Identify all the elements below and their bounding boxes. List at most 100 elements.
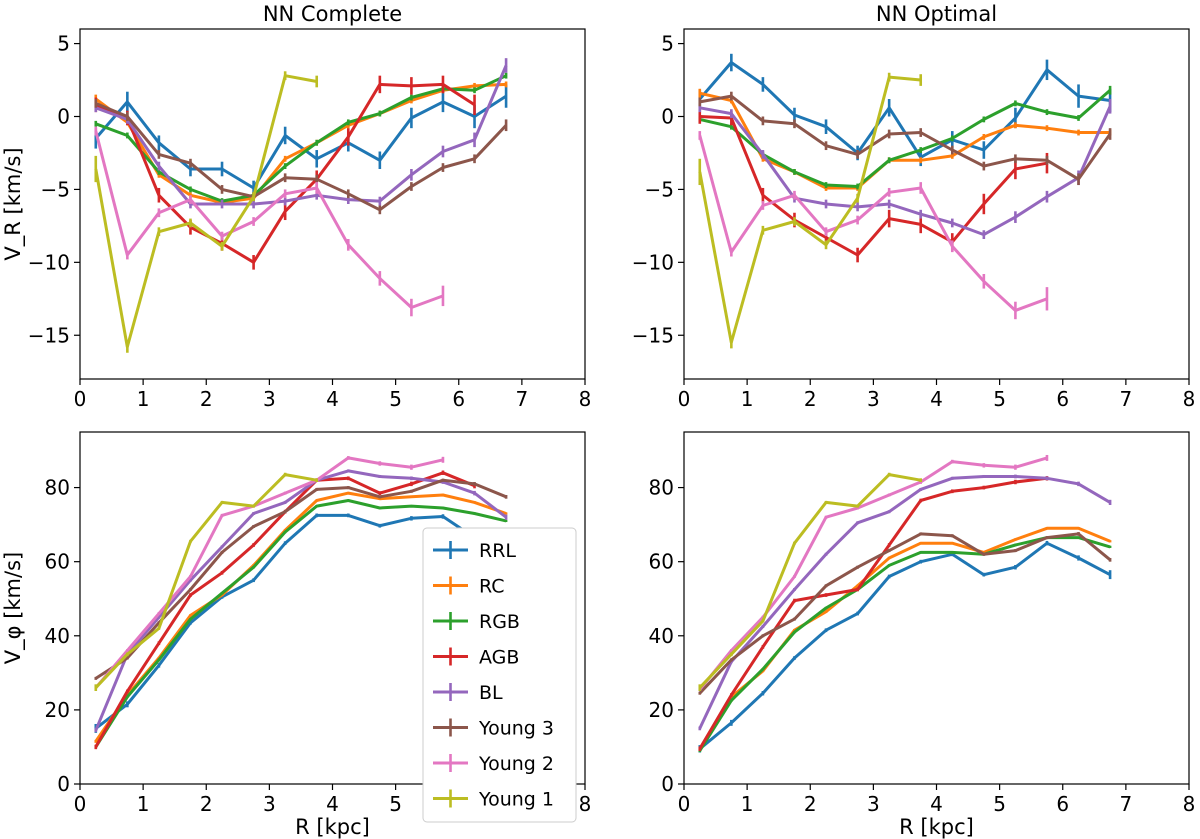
y-tick-label: 0 [57,772,70,796]
x-tick-label: 1 [137,387,150,411]
series-line [698,135,1048,312]
legend-item: Young 1 [433,789,554,811]
legend-label: AGB [479,647,519,669]
x-tick-label: 0 [678,792,691,816]
x-tick-label: 7 [516,387,529,411]
x-tick-label: 6 [452,387,465,411]
y-tick-label: 40 [649,624,674,648]
legend-item: Young 3 [433,718,554,740]
y-tick-label: 0 [661,772,674,796]
x-tick-label: 4 [326,387,339,411]
x-tick-label: 2 [804,387,817,411]
series-line [95,64,508,206]
series-young-3 [698,532,1112,695]
y-tick-label: −10 [28,250,70,274]
legend-label: Young 2 [478,753,554,775]
series-group [94,456,508,750]
x-tick-label: 2 [804,792,817,816]
x-tick-label: 5 [389,387,402,411]
y-tick-label: 60 [649,550,674,574]
y-tick-label: −15 [632,323,674,347]
y-tick-label: 20 [45,698,70,722]
series-line [94,513,507,730]
legend: RRL RC RGB AGB BL Young 3 Young 2 Young 1 [422,527,577,823]
y-tick-label: 80 [45,476,70,500]
x-tick-label: 3 [263,792,276,816]
x-axis-label: R [kpc] [295,815,370,839]
x-tick-label: 8 [1183,792,1196,816]
x-tick-label: 6 [1056,792,1069,816]
y-axis-label: V_R [km/s] [1,147,26,260]
legend-item: RRL [433,540,516,562]
series-rc [698,88,1112,191]
series-rgb [698,85,1112,190]
series-line [699,105,1112,237]
series-line [699,89,1112,188]
series-young-1 [94,472,319,691]
series-line [94,499,507,748]
series-line [698,75,921,344]
series-agb [94,75,476,270]
series-bl [698,474,1112,731]
y-tick-label: 0 [57,105,70,129]
x-tick-label: 4 [930,387,943,411]
series-line [698,473,921,689]
legend-item: Young 2 [433,753,554,775]
y-tick-label: −10 [632,250,674,274]
x-tick-label: 2 [200,387,213,411]
series-line [95,102,508,212]
series-line [94,456,444,689]
x-tick-label: 0 [74,792,87,816]
series-line [94,471,476,748]
x-tick-label: 3 [867,792,880,816]
x-tick-label: 7 [1120,387,1133,411]
y-tick-label: −5 [41,177,70,201]
y-tick-label: 5 [57,32,70,56]
axes-frame [79,28,586,380]
panel-vr-complete: 0 1 2 3 4 5 6 7 8 5 0 −5 −10 −15 NN Complete V_R [km/s] [1,2,591,411]
y-tick-label: 40 [45,624,70,648]
legend-item: RC [433,576,505,598]
y-tick-label: 80 [649,476,674,500]
series-young-1 [698,472,923,691]
x-tick-label: 0 [74,387,87,411]
series-line [95,82,476,264]
series-group [94,58,508,353]
series-line [698,475,1111,730]
y-tick-label: 20 [649,698,674,722]
legend-item: RGB [433,611,520,633]
series-line [698,476,1048,750]
y-tick-label: 0 [661,105,674,129]
panel-vr-optimal: 0 1 2 3 4 5 6 7 8 5 0 −5 −10 −15 NN Optimal [632,2,1196,411]
series-line [698,61,1111,159]
series-young-2 [698,131,1049,320]
x-tick-label: 4 [930,792,943,816]
y-tick-label: 60 [45,550,70,574]
series-rgb [94,72,508,204]
x-tick-label: 4 [326,792,339,816]
series-young-1 [94,71,319,353]
x-tick-label: 3 [867,387,880,411]
series-line [95,74,507,203]
x-tick-label: 0 [678,387,691,411]
legend-item: AGB [433,647,519,669]
series-bl [698,99,1112,239]
series-line [94,74,317,349]
series-rc [94,81,508,206]
legend-label: RC [479,576,505,598]
x-tick-label: 5 [993,387,1006,411]
legend-label: RRL [479,540,516,562]
y-axis-label: V_φ [km/s] [1,552,26,664]
series-young-2 [94,126,445,317]
legend-label: Young 3 [478,718,554,740]
series-line [699,91,1111,190]
x-tick-label: 5 [389,792,402,816]
x-axis-label: R [kpc] [899,815,974,839]
panel-title: NN Complete [263,2,402,26]
series-young-1 [698,72,923,349]
legend-frame [422,527,577,823]
x-tick-label: 3 [263,387,276,411]
legend-label: Young 1 [478,789,554,811]
